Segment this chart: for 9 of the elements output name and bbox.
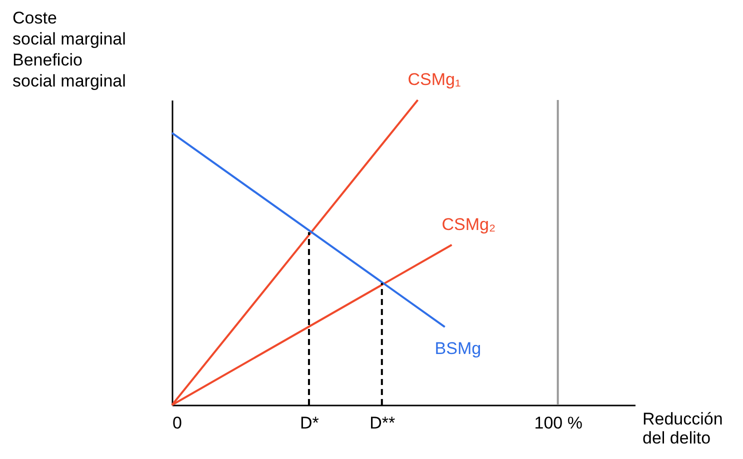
x-tick-label: 0 [172, 414, 182, 432]
series-label: CSMg₂ [442, 214, 496, 234]
x-tick-label: D* [300, 414, 320, 432]
x-tick-label: 100 % [534, 414, 582, 432]
x-tick-label: D** [370, 414, 396, 432]
series-label: BSMg [434, 338, 482, 358]
series-label: CSMg₁ [408, 70, 462, 89]
x-axis-title: Reducción del delito [642, 410, 723, 448]
y-axis-title: Coste social marginal Beneficio social marginal [12, 8, 126, 90]
